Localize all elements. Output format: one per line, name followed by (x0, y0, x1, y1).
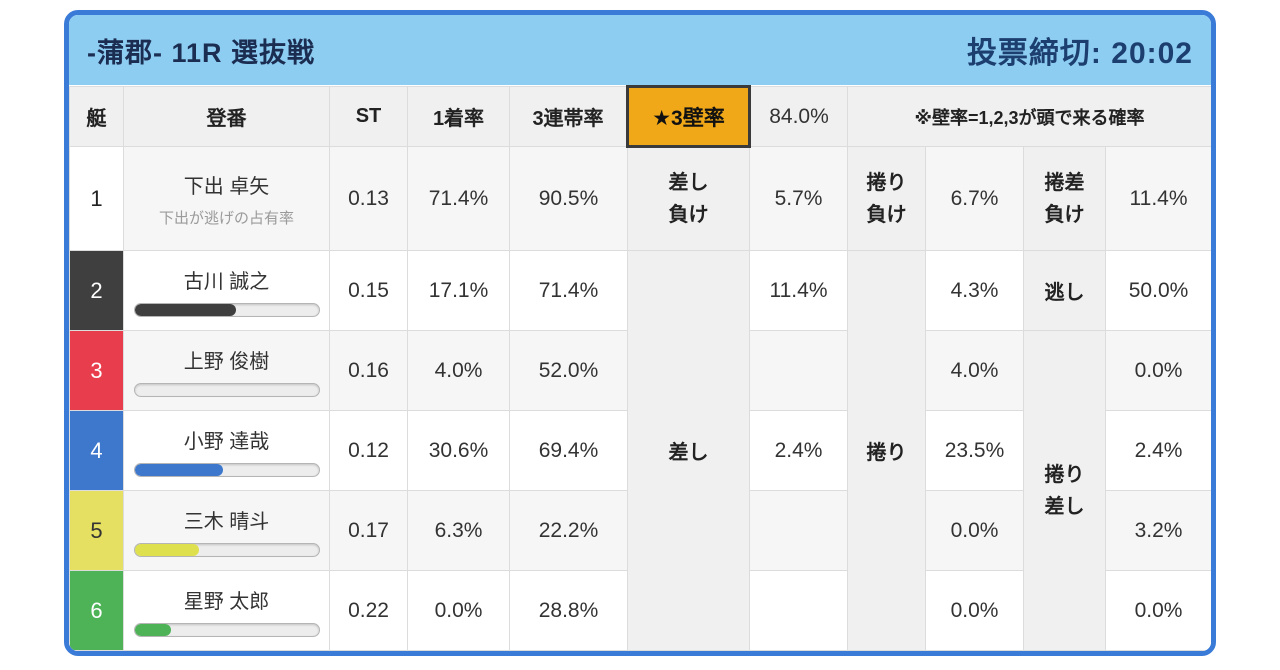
racer-name: 古川 誠之 (183, 270, 270, 293)
win-rate-value: 17.1% (407, 250, 510, 331)
top3-rate-value: 69.4% (509, 410, 628, 491)
sashi-pct (749, 330, 848, 411)
col-win-rate: 1着率 (407, 86, 510, 147)
sashi-pct: 5.7% (749, 146, 848, 251)
table-header-row: 艇 登番 ST 1着率 3連帯率 ★3壁率 84.0% ※壁率=1,2,3が頭で… (69, 85, 1211, 148)
sashi-pct: 11.4% (749, 250, 848, 331)
racer-name: 星野 太郎 (183, 590, 270, 613)
third-pct: 3.2% (1104, 490, 1211, 571)
col-wall-rate-highlight[interactable]: ★3壁率 (626, 85, 751, 148)
wall-rate-value: 84.0% (749, 86, 848, 147)
wall-rate-note: ※壁率=1,2,3が頭で来る確率 (846, 86, 1211, 147)
nigashi-label: 逃し (1023, 250, 1106, 331)
racer-name: 小野 達哉 (183, 430, 270, 453)
boat-number: 2 (69, 250, 124, 331)
st-value: 0.17 (329, 490, 408, 571)
race-title: -蒲郡- 11R 選抜戦 (87, 37, 316, 68)
makuri-pct: 4.0% (925, 330, 1024, 411)
third-pct: 0.0% (1104, 330, 1211, 411)
racer-cell: 三木 晴斗 (123, 490, 330, 571)
share-bar (133, 542, 320, 557)
racer-cell: 古川 誠之 (123, 250, 330, 331)
top3-rate-value: 22.2% (509, 490, 628, 571)
third-pct: 11.4% (1104, 146, 1211, 251)
share-bar-fill (134, 303, 236, 316)
st-value: 0.16 (329, 330, 408, 411)
racer-name: 下出 卓矢 (183, 175, 270, 198)
sashi-pct (749, 490, 848, 571)
makuri-pct: 0.0% (925, 490, 1024, 571)
makuri-make-label: 捲り負け (847, 146, 926, 251)
boat-number: 3 (69, 330, 124, 411)
win-rate-value: 30.6% (407, 410, 510, 491)
boat-number: 5 (69, 490, 124, 571)
boat-row-2: 2 古川 誠之 0.15 17.1% 71.4% 差し 11.4% 捲り 4.3… (69, 250, 1211, 651)
col-st: ST (329, 86, 408, 147)
makuri-pct: 4.3% (925, 250, 1024, 331)
third-pct: 0.0% (1104, 570, 1211, 651)
win-rate-value: 0.0% (407, 570, 510, 651)
makurizashi-merged-label: 捲り差し (1023, 330, 1106, 651)
racer-cell: 小野 達哉 (123, 410, 330, 491)
st-value: 0.15 (329, 250, 408, 331)
makuri-pct: 0.0% (925, 570, 1024, 651)
top3-rate-value: 71.4% (509, 250, 628, 331)
top3-rate-value: 28.8% (509, 570, 628, 651)
boat-number: 4 (69, 410, 124, 491)
makuri-merged-label: 捲り (847, 250, 926, 651)
top3-rate-value: 52.0% (509, 330, 628, 411)
sashi-pct (749, 570, 848, 651)
boat-row-1: 1 下出 卓矢 下出が逃げの占有率 0.13 71.4% 90.5% 差し負け … (69, 146, 1211, 251)
win-rate-value: 6.3% (407, 490, 510, 571)
share-bar (133, 622, 320, 637)
sashi-merged-label: 差し (627, 250, 750, 651)
race-stats-card: -蒲郡- 11R 選抜戦 投票締切: 20:02 艇 登番 ST 1着率 3連帯… (64, 10, 1216, 656)
racer-cell: 下出 卓矢 下出が逃げの占有率 (123, 146, 330, 251)
racer-cell: 上野 俊樹 (123, 330, 330, 411)
col-boat: 艇 (69, 86, 124, 147)
sashi-make-label: 差し負け (627, 146, 750, 251)
st-value: 0.12 (329, 410, 408, 491)
third-pct: 50.0% (1104, 250, 1211, 331)
col-top3-rate: 3連帯率 (509, 86, 628, 147)
top3-rate-value: 90.5% (509, 146, 628, 251)
boat-number: 1 (69, 146, 124, 251)
win-rate-value: 71.4% (407, 146, 510, 251)
boat-row-3: 3 上野 俊樹 0.16 4.0% 52.0% 4.0% 捲り差し 0.0% (69, 330, 1211, 651)
share-bar (133, 302, 320, 317)
share-bar (133, 382, 320, 397)
race-header-bar: -蒲郡- 11R 選抜戦 投票締切: 20:02 (69, 15, 1211, 85)
st-value: 0.13 (329, 146, 408, 251)
boat-row-6: 6 星野 太郎 0.22 0.0% 28.8% 0.0% 0.0% (69, 570, 1211, 651)
col-entry: 登番 (123, 86, 330, 147)
racer-name: 上野 俊樹 (183, 350, 270, 373)
share-bar-fill (134, 543, 199, 556)
makurizashi-make-label: 捲差負け (1023, 146, 1106, 251)
boat-row-4: 4 小野 達哉 0.12 30.6% 69.4% 2.4% 23.5% 2.4% (69, 410, 1211, 491)
vote-deadline: 投票締切: 20:02 (966, 37, 1193, 70)
makuri-pct: 6.7% (925, 146, 1024, 251)
third-pct: 2.4% (1104, 410, 1211, 491)
racer-subcaption: 下出が逃げの占有率 (158, 209, 294, 227)
share-bar-fill (134, 623, 172, 636)
boat-row-5: 5 三木 晴斗 0.17 6.3% 22.2% 0.0% 3.2% (69, 490, 1211, 571)
makuri-pct: 23.5% (925, 410, 1024, 491)
race-stats-table: 艇 登番 ST 1着率 3連帯率 ★3壁率 84.0% ※壁率=1,2,3が頭で… (69, 85, 1211, 651)
st-value: 0.22 (329, 570, 408, 651)
sashi-pct: 2.4% (749, 410, 848, 491)
win-rate-value: 4.0% (407, 330, 510, 411)
share-bar-fill (134, 463, 223, 476)
racer-name: 三木 晴斗 (183, 510, 270, 533)
boat-number: 6 (69, 570, 124, 651)
racer-cell: 星野 太郎 (123, 570, 330, 651)
share-bar (133, 462, 320, 477)
